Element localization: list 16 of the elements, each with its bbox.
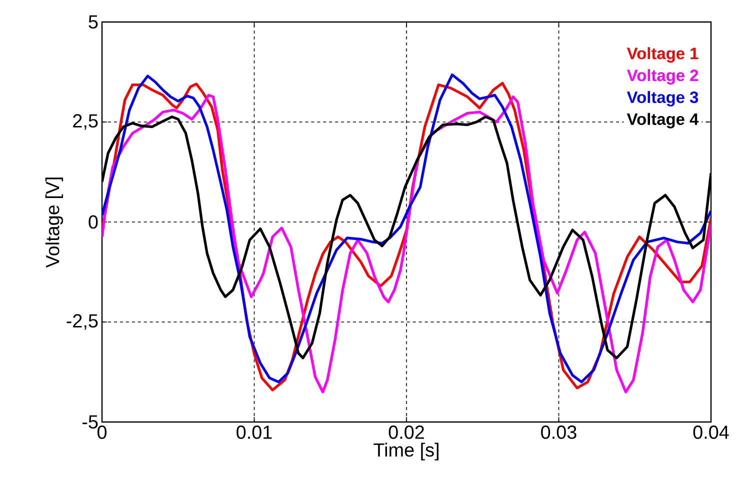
legend-label: Voltage 4: [626, 112, 699, 128]
x-axis-title: Time [s]: [374, 442, 438, 460]
text: Voltage 2: [626, 69, 698, 84]
y-tick-label: 5: [88, 15, 98, 29]
y-tick-label: 2,5: [73, 114, 98, 130]
x-tick-label: 0: [97, 426, 107, 439]
text: Voltage 3: [626, 91, 698, 106]
x-tick-label: 0.02: [388, 426, 424, 439]
text: Voltage 1: [626, 47, 698, 63]
y-axis-title: Voltage [V]: [45, 178, 64, 268]
x-tick-label: 0.04: [693, 426, 729, 439]
y-tick-label: -5: [82, 415, 98, 429]
x-tick-label: 0.01: [236, 426, 272, 439]
y-tick-label: -2,5: [66, 314, 98, 330]
y-tick-label: 0: [88, 215, 98, 229]
x-tick-label: 0.03: [541, 426, 576, 439]
